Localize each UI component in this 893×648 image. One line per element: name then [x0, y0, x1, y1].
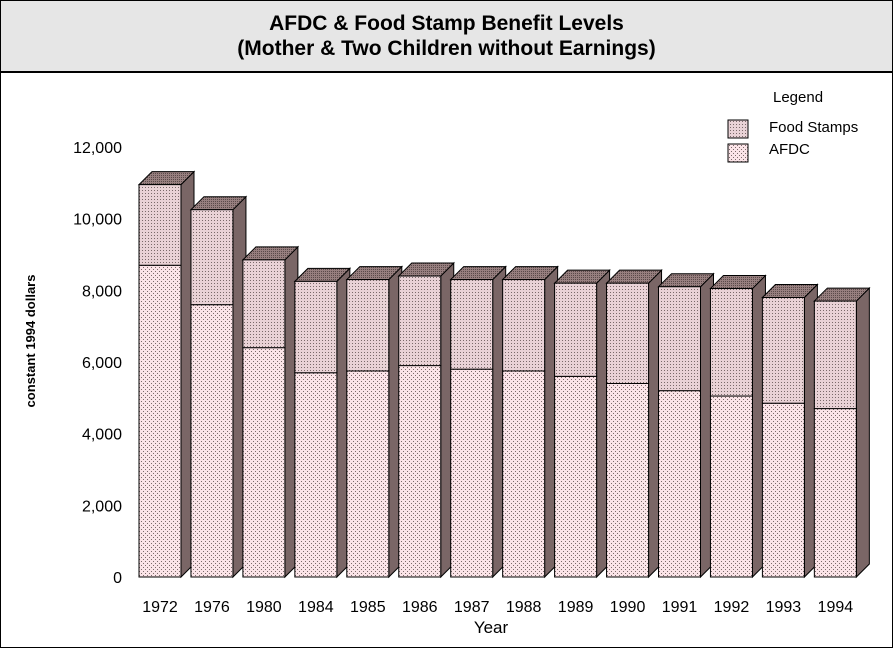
x-tick-label: 1990	[610, 599, 646, 616]
bar-food-stamps-1972	[138, 184, 182, 266]
bar-food-stamps-1984	[294, 280, 338, 374]
bar-afdc-1972	[138, 264, 182, 578]
bar-food-stamps-1985	[346, 279, 390, 372]
bar-food-stamps-1988	[502, 279, 546, 372]
y-tick-label: 6,000	[82, 355, 122, 372]
bar-afdc-1985	[346, 370, 390, 578]
bar-afdc-1992	[709, 395, 753, 578]
bar-afdc-1991	[658, 390, 701, 578]
bar-food-stamps-1991	[658, 286, 701, 392]
y-axis-ticks: 0 2,000 4,000 6,000 8,000 10,000 12,000	[73, 140, 122, 587]
bar-1994	[813, 286, 871, 579]
bar-1980	[241, 245, 300, 579]
x-tick-label: 1992	[714, 599, 750, 616]
bar-1991	[657, 272, 715, 579]
y-tick-label: 12,000	[73, 140, 122, 157]
bar-afdc-1984	[294, 372, 338, 578]
bar-1987	[449, 265, 507, 579]
bar-afdc-1990	[606, 383, 650, 578]
x-tick-label: 1987	[454, 599, 490, 616]
bar-1985	[345, 265, 404, 579]
bar-food-stamps-1990	[606, 282, 650, 384]
bar-afdc-1987	[450, 368, 494, 578]
bar-1984	[293, 267, 352, 579]
chart-title: AFDC & Food Stamp Benefit Levels	[269, 12, 624, 35]
bar-1976	[189, 195, 248, 579]
bar-afdc-1988	[502, 370, 546, 578]
x-axis-title: Year	[474, 618, 509, 637]
x-tick-label: 1985	[350, 599, 386, 616]
bar-afdc-1976	[190, 304, 234, 578]
chart-header: AFDC & Food Stamp Benefit Levels (Mother…	[1, 1, 892, 73]
bar-food-stamps-1994	[813, 300, 857, 410]
bar-afdc-1994	[813, 408, 857, 578]
bar-afdc-1989	[554, 375, 598, 578]
x-tick-label: 1994	[818, 599, 854, 616]
bar-food-stamps-1980	[242, 259, 286, 349]
x-tick-label: 1993	[766, 599, 802, 616]
legend-label-food-stamps: Food Stamps	[769, 119, 858, 136]
legend-swatch-afdc	[727, 143, 749, 163]
x-tick-label: 1984	[298, 599, 334, 616]
x-tick-label: 1986	[402, 599, 438, 616]
legend: Legend Food Stamps AFDC	[727, 89, 858, 163]
y-tick-label: 10,000	[73, 212, 122, 229]
bar-1989	[553, 268, 611, 579]
bar-afdc-1986	[398, 365, 442, 578]
legend-title: Legend	[773, 89, 823, 106]
x-tick-label: 1980	[246, 599, 282, 616]
bar-1988	[501, 265, 559, 579]
x-tick-label: 1991	[662, 599, 698, 616]
bar-food-stamps-1989	[554, 282, 598, 377]
bar-food-stamps-1993	[761, 297, 805, 404]
bar-side-1994	[855, 286, 870, 579]
x-tick-label: 1972	[142, 599, 178, 616]
bar-food-stamps-1987	[450, 279, 494, 370]
bar-afdc-1993	[761, 402, 805, 578]
bar-1972	[137, 170, 196, 579]
bar-afdc-1980	[242, 347, 286, 578]
bar-1990	[605, 268, 663, 579]
bar-food-stamps-1992	[709, 288, 753, 397]
y-axis-title: constant 1994 dollars	[23, 275, 38, 408]
x-tick-label: 1989	[558, 599, 594, 616]
x-tick-label: 1976	[194, 599, 230, 616]
legend-swatch-food-stamps	[727, 119, 749, 139]
y-tick-label: 4,000	[82, 427, 122, 444]
bars-group	[137, 170, 871, 579]
legend-label-afdc: AFDC	[769, 141, 810, 158]
y-tick-label: 8,000	[82, 283, 122, 300]
y-tick-label: 2,000	[82, 498, 122, 515]
bar-food-stamps-1976	[190, 209, 234, 306]
chart-subtitle: (Mother & Two Children without Earnings)	[237, 37, 656, 60]
bar-1986	[397, 261, 455, 579]
x-tick-label: 1988	[506, 599, 542, 616]
x-axis-ticks: 1972 1976 1980 1984 1985 1986 1987 1988 1989 1990…	[142, 599, 853, 616]
bar-1992	[709, 274, 767, 579]
bar-1993	[761, 283, 819, 579]
y-tick-label: 0	[113, 570, 122, 587]
bar-food-stamps-1986	[398, 275, 442, 367]
